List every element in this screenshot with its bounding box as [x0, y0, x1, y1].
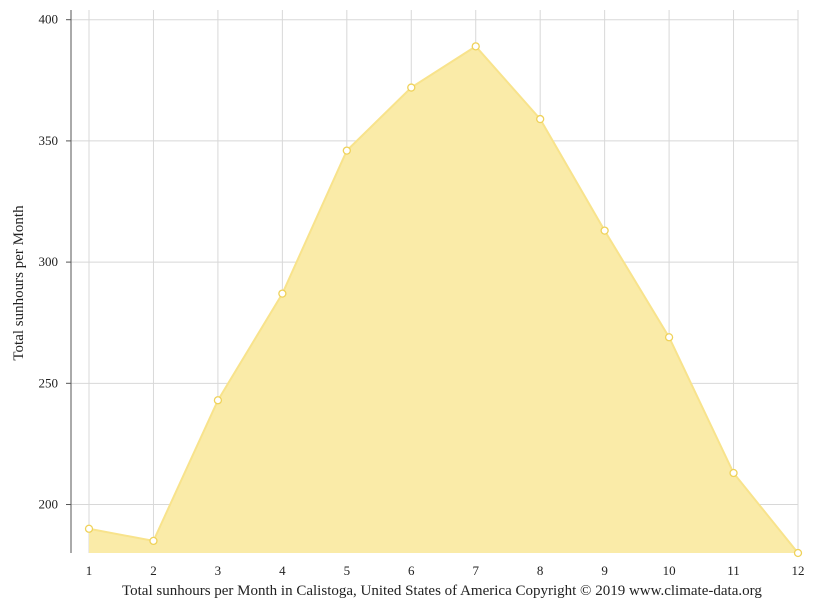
- x-tick-label-9: 9: [601, 563, 608, 578]
- x-tick-label-7: 7: [472, 563, 479, 578]
- data-point-4: [278, 289, 287, 298]
- data-point-11: [729, 468, 738, 478]
- data-point-5: [342, 146, 351, 155]
- data-point-6: [407, 83, 416, 92]
- x-tick-label-12: 12: [792, 563, 805, 578]
- y-tick-label-350: 350: [39, 133, 59, 148]
- y-tick-label-400: 400: [39, 12, 59, 27]
- y-tick-label-300: 300: [39, 254, 59, 269]
- data-point-2: [149, 536, 158, 546]
- x-tick-label-8: 8: [537, 563, 544, 578]
- data-points: [84, 42, 803, 558]
- y-tick-labels: 200 250 300 350 400: [39, 12, 71, 512]
- area-series-fill: [89, 46, 798, 554]
- y-tick-label-200: 200: [39, 497, 59, 512]
- x-tick-label-2: 2: [150, 563, 157, 578]
- data-point-12: [793, 548, 803, 558]
- data-point-8: [536, 114, 545, 124]
- x-tick-label-1: 1: [86, 563, 93, 578]
- x-tick-label-6: 6: [408, 563, 415, 578]
- x-tick-label-4: 4: [279, 563, 286, 578]
- x-tick-labels: 1 2 3 4 5 6 7 8 9 10 11 12: [86, 563, 805, 578]
- data-point-1: [84, 524, 94, 533]
- x-tick-label-11: 11: [727, 563, 740, 578]
- data-point-7: [471, 42, 480, 51]
- area-series-line: [88, 45, 799, 554]
- data-point-9: [600, 226, 609, 235]
- x-tick-label-10: 10: [663, 563, 676, 578]
- y-axis-label: Total sunhours per Month: [11, 205, 27, 361]
- data-point-10: [664, 333, 674, 342]
- x-tick-label-5: 5: [344, 563, 351, 578]
- x-tick-label-3: 3: [215, 563, 222, 578]
- y-tick-label-250: 250: [39, 375, 59, 390]
- x-axis-caption: Total sunhours per Month in Calistoga, U…: [122, 583, 762, 599]
- data-point-3: [213, 396, 223, 405]
